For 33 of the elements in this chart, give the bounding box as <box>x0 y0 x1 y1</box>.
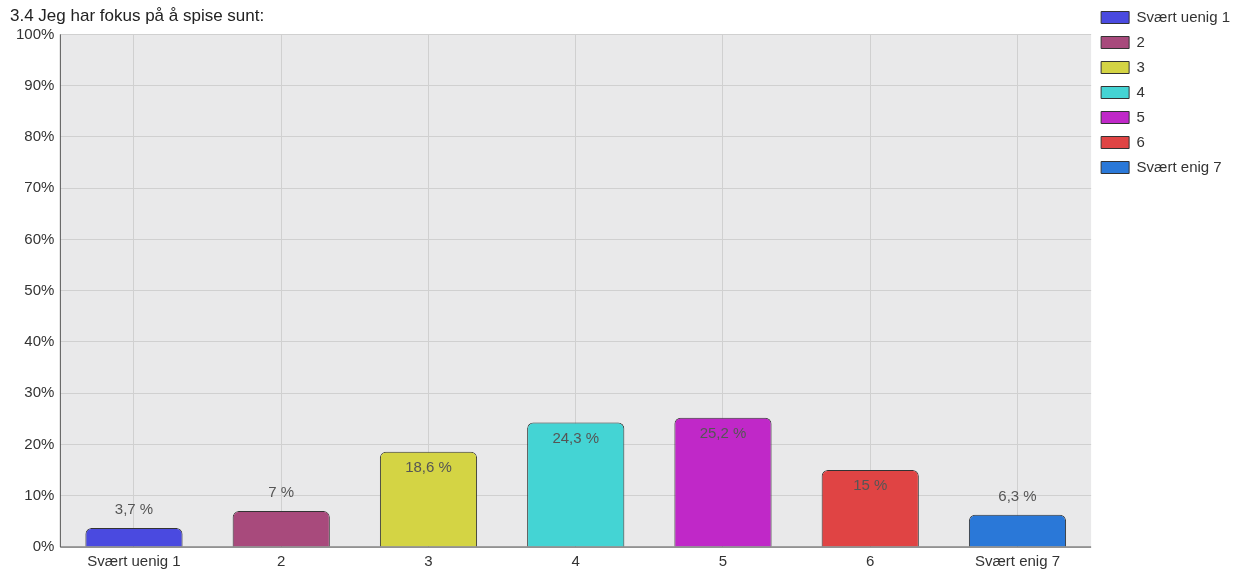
chart-title: 3.4 Jeg har fokus på å spise sunt: <box>10 5 265 25</box>
x-tick-label: Svært enig 7 <box>974 552 1061 570</box>
legend-label: 6 <box>1136 132 1145 150</box>
data-label: 7 % <box>268 483 295 501</box>
y-tick-label: 80% <box>24 127 55 145</box>
x-tick-label: 5 <box>718 552 728 570</box>
legend-label: 3 <box>1136 57 1145 75</box>
data-label: 25,2 % <box>699 423 747 441</box>
x-tick-label: 4 <box>571 552 580 570</box>
legend-label: 2 <box>1136 32 1145 50</box>
y-tick-label: 50% <box>24 280 55 298</box>
y-tick-label: 30% <box>24 383 55 401</box>
y-tick-label: 10% <box>24 485 55 503</box>
y-tick-label: 90% <box>24 75 55 93</box>
x-tick-label: 6 <box>866 552 875 570</box>
data-label: 24,3 % <box>552 428 600 446</box>
legend-label: Svært enig 7 <box>1136 157 1222 175</box>
legend-label: 4 <box>1136 82 1145 100</box>
data-label: 18,6 % <box>405 457 452 475</box>
y-tick-label: 20% <box>24 434 55 452</box>
y-tick-label: 60% <box>24 229 55 247</box>
y-tick-label: 0% <box>32 537 55 555</box>
y-tick-label: 100% <box>15 24 55 42</box>
y-tick-label: 70% <box>24 178 55 196</box>
y-tick-label: 40% <box>24 332 55 350</box>
data-label: 15 % <box>853 476 888 494</box>
x-tick-label: Svært uenig 1 <box>87 552 181 570</box>
x-tick-label: 2 <box>277 552 286 570</box>
x-tick-label: 3 <box>424 552 433 570</box>
legend-label: Svært uenig 1 <box>1136 7 1231 25</box>
legend-label: 5 <box>1136 107 1145 125</box>
data-label: 3,7 % <box>114 500 154 518</box>
data-label: 6,3 % <box>998 486 1037 504</box>
